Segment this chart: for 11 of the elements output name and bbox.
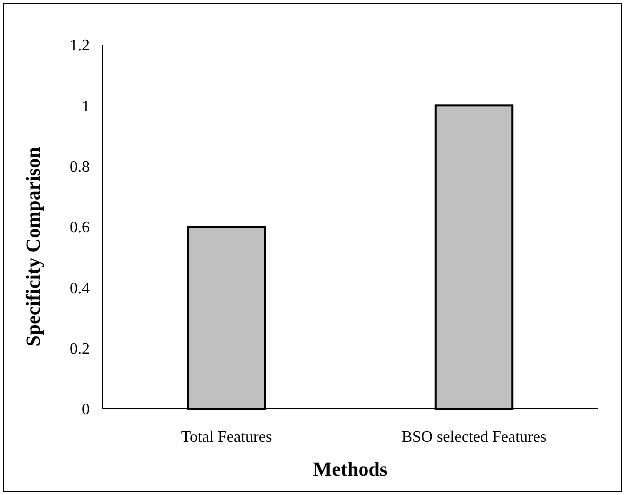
x-tick-label: BSO selected Features: [402, 429, 547, 446]
y-tick-label: 0.2: [70, 340, 90, 358]
y-tick-label: 1.2: [70, 38, 90, 55]
y-tick-label: 0.6: [70, 220, 90, 237]
y-tick-label: 0.8: [70, 158, 90, 176]
y-tick-label: 0.4: [70, 280, 90, 298]
y-axis-title: Specificity Comparison: [23, 147, 45, 347]
y-tick-label: 1: [82, 98, 90, 116]
y-tick-label: 0: [82, 402, 90, 419]
x-axis-title: Methods: [313, 459, 388, 481]
x-tick-label: Total Features: [181, 429, 272, 446]
